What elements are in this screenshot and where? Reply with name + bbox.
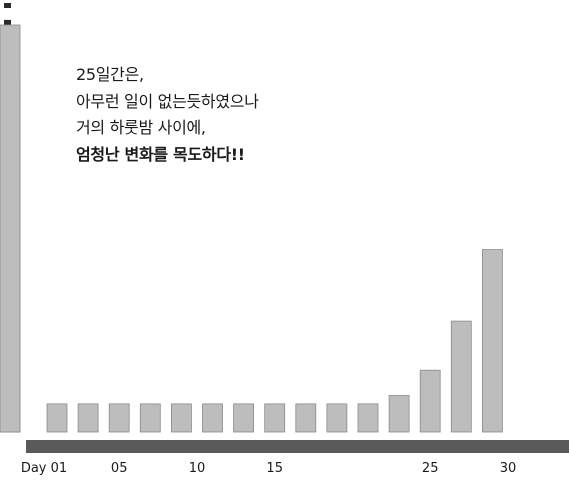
baseline-band (26, 440, 569, 453)
bar-day-25 (419, 369, 441, 433)
annotation-line-4: 엄청난 변화를 목도하다!! (76, 144, 245, 164)
bar-day-23 (388, 395, 410, 433)
x-tick-label: 05 (111, 461, 128, 476)
bar-day-19 (326, 403, 348, 433)
annotation: 25일간은, 아무런 일이 없는듯하였으나 거의 하룻밤 사이에, 엄청난 변화… (76, 62, 259, 168)
x-tick-label: 10 (189, 461, 206, 476)
bar-day-7 (139, 403, 161, 433)
bar-day-29 (481, 249, 503, 433)
annotation-line-1: 25일간은, (76, 65, 144, 84)
bar-day-17 (295, 403, 317, 433)
annotation-line-2: 아무런 일이 없는듯하였으나 (76, 91, 259, 111)
bar-day-15 (264, 403, 286, 433)
x-tick-label: 15 (266, 461, 283, 476)
bar-day-27 (450, 320, 472, 433)
bar-day-1 (46, 403, 68, 433)
bar-day-9 (170, 403, 192, 433)
x-tick-label: Day 01 (21, 461, 67, 476)
x-tick-label: 30 (500, 461, 517, 476)
annotation-line-3: 거의 하룻밤 사이에, (76, 118, 206, 137)
bars (0, 24, 503, 433)
bar-day-21 (357, 403, 379, 433)
bar-day-undefined (0, 24, 21, 433)
bar-day-5 (108, 403, 130, 433)
bar-day-11 (202, 403, 223, 433)
y-axis-marker (4, 19, 11, 25)
x-tick-label: 25 (422, 461, 439, 476)
bar-day-3 (77, 403, 99, 433)
bar-day-13 (233, 403, 255, 433)
x-axis-tick-labels: Day 01 05 10 15 25 30 (21, 461, 516, 476)
y-axis-marker (4, 3, 11, 8)
